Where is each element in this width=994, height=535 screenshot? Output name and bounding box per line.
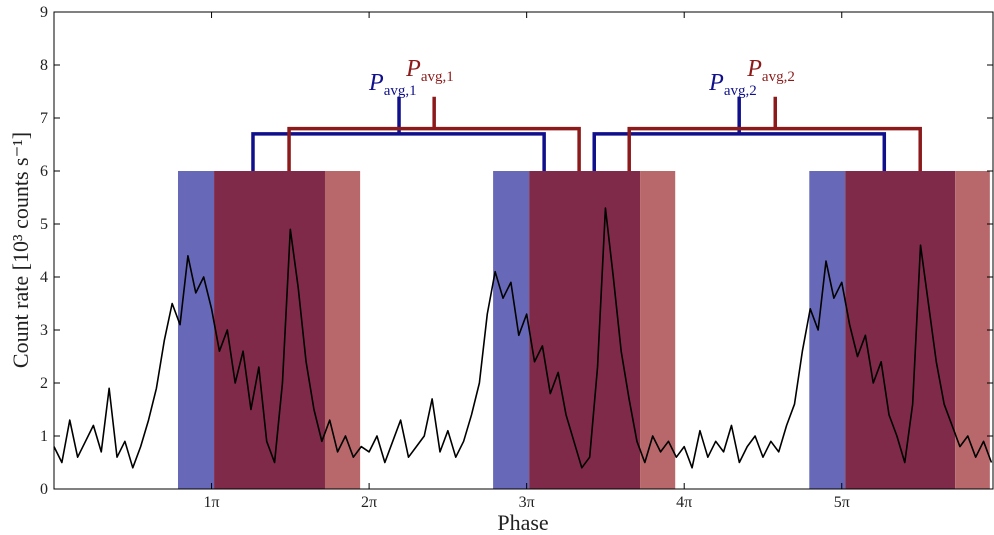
bracket — [251, 96, 546, 171]
data-line — [53, 207, 993, 469]
y-tick-label: 5 — [40, 216, 48, 233]
x-tick-label: 1π — [204, 494, 220, 511]
shaded-span — [955, 171, 990, 489]
y-tick-label: 2 — [40, 375, 48, 392]
shaded-span — [809, 171, 846, 489]
shaded-span — [177, 171, 215, 489]
bracket-label-sub: avg,2 — [724, 83, 757, 99]
bracket-label: Pavg,1 — [405, 56, 454, 85]
plot-frame — [53, 11, 994, 490]
x-tick-label: 2π — [361, 494, 377, 511]
shaded-span — [324, 171, 361, 489]
shaded-span — [845, 171, 956, 489]
bracket-label-main: P — [368, 70, 384, 96]
shaded-span — [529, 171, 641, 489]
x-tick-label: 4π — [676, 494, 692, 511]
bracket-label-sub: avg,1 — [384, 83, 417, 99]
shaded-span — [214, 171, 325, 489]
y-tick-label: 9 — [40, 4, 48, 21]
bracket — [287, 96, 581, 171]
y-tick-label: 0 — [40, 481, 48, 498]
bracket-label-main: P — [746, 56, 762, 82]
x-tick-label: 3π — [519, 494, 535, 511]
bracket — [592, 96, 887, 171]
shaded-span — [493, 171, 530, 489]
bracket-label-main: P — [405, 56, 421, 82]
bracket-label: Pavg,2 — [708, 70, 757, 99]
y-axis-label: Count rate [10³ counts s⁻¹] — [8, 132, 33, 368]
bracket-label-sub: avg,1 — [421, 69, 454, 85]
y-tick-label: 3 — [40, 322, 48, 339]
y-tick-label: 1 — [40, 428, 48, 445]
x-axis-label: Phase — [497, 510, 548, 535]
shaded-span — [640, 171, 676, 489]
bracket-label: Pavg,2 — [746, 56, 795, 85]
y-tick-label: 4 — [40, 269, 48, 286]
y-tick-label: 6 — [40, 163, 48, 180]
bracket-label-sub: avg,2 — [762, 69, 795, 85]
y-tick-label: 7 — [40, 110, 48, 127]
bracket-label: Pavg,1 — [368, 70, 417, 99]
bracket-label-main: P — [708, 70, 724, 96]
y-tick-label: 8 — [40, 57, 48, 74]
bracket — [627, 96, 922, 171]
x-tick-label: 5π — [834, 494, 850, 511]
